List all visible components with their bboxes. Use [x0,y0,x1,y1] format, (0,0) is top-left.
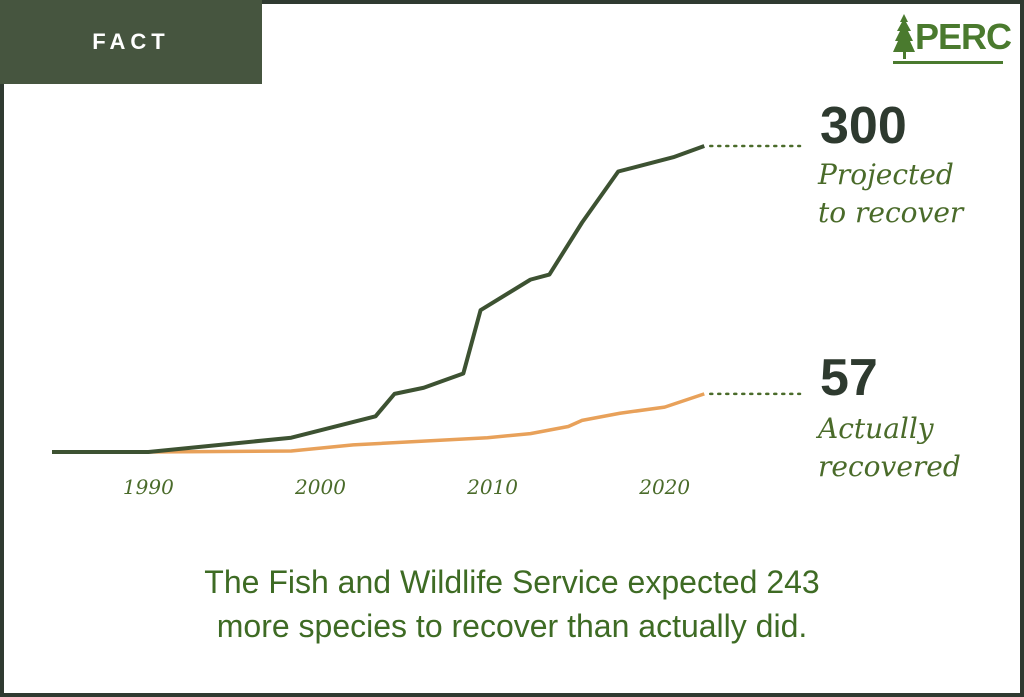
actual-series-line [52,392,705,454]
projected-label-line1: Projected [818,158,954,191]
logo-text: PERC [915,16,1012,57]
pine-tree-icon [893,14,915,59]
caption-line2: more species to recover than actually di… [216,608,808,644]
actual-label: Actually recovered [818,410,961,486]
x-tick-label: 1990 [123,475,174,499]
actual-label-line2: recovered [818,450,961,483]
fact-badge: FACT [0,0,262,84]
x-tick-label: 2010 [466,475,518,499]
caption: The Fish and Wildlife Service expected 2… [0,560,1024,648]
actual-label-line1: Actually [818,412,934,445]
perc-logo: PERC [893,14,1012,64]
logo-underline [893,61,1003,64]
x-tick-label: 2020 [638,475,690,499]
caption-line1: The Fish and Wildlife Service expected 2… [204,564,820,600]
x-tick-label: 2000 [294,475,346,499]
projected-label-line2: to recover [818,196,964,229]
projected-series-line [52,144,705,454]
actual-value: 57 [820,349,878,407]
projected-label: Projected to recover [818,156,963,232]
projected-value: 300 [820,97,907,155]
